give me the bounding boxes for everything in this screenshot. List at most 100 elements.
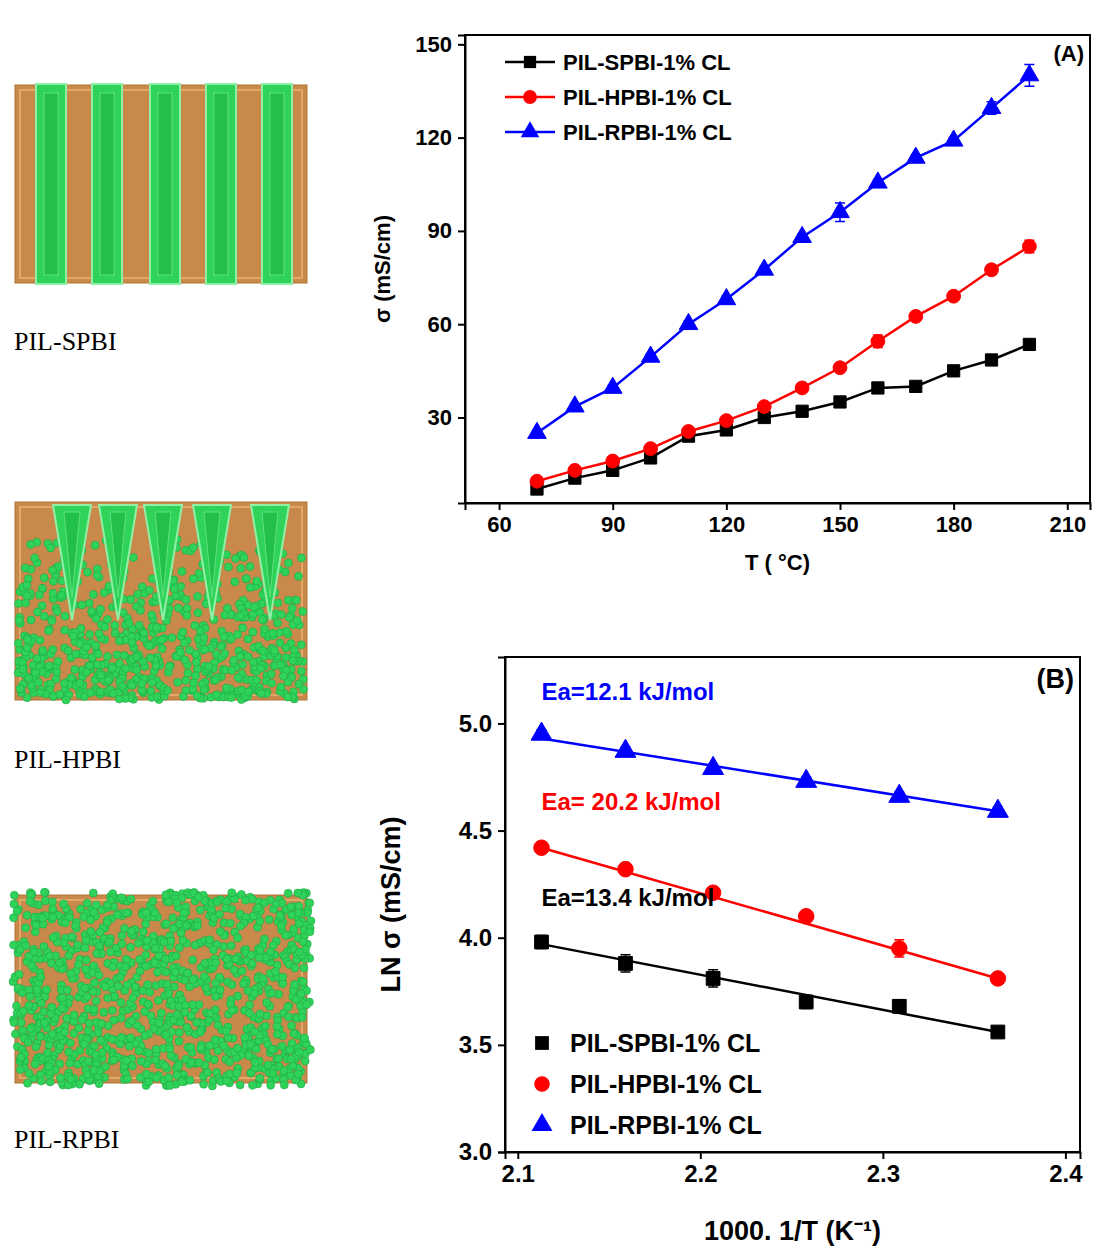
- marks: [528, 65, 1039, 496]
- particle: [193, 1019, 201, 1027]
- legend-label: PIL-RPBI-1% CL: [563, 120, 732, 145]
- particle: [182, 676, 190, 684]
- tick-mark: [458, 324, 465, 326]
- particle: [162, 920, 170, 928]
- particle: [67, 674, 75, 682]
- particle: [23, 911, 31, 919]
- series: [530, 240, 1036, 489]
- particle: [126, 943, 134, 951]
- particle: [93, 571, 101, 579]
- particle: [69, 934, 77, 942]
- membrane: [15, 895, 307, 1083]
- particle: [228, 889, 236, 897]
- particle: [92, 642, 100, 650]
- particle: [306, 1046, 314, 1054]
- particle: [124, 1075, 132, 1083]
- particle: [138, 680, 146, 688]
- particle: [57, 1074, 65, 1082]
- particle: [97, 1020, 105, 1028]
- particle: [231, 578, 239, 586]
- chart: 2.12.22.32.43.03.54.04.55.01000. 1/T (K⁻…: [376, 657, 1083, 1246]
- particle: [144, 1000, 152, 1008]
- particle: [76, 1080, 84, 1088]
- particle: [68, 933, 76, 941]
- marker: [871, 334, 885, 348]
- tick-mark: [1067, 503, 1069, 510]
- particle: [125, 619, 133, 627]
- particle: [27, 540, 35, 548]
- particle: [40, 1019, 48, 1027]
- particle: [228, 1006, 236, 1014]
- particle: [23, 581, 31, 589]
- particle: [41, 889, 49, 897]
- x-axis: 6090120150180210: [466, 503, 1091, 537]
- particle: [97, 1036, 105, 1044]
- particle: [60, 900, 68, 908]
- marker: [985, 354, 997, 366]
- particle: [242, 575, 250, 583]
- particle: [260, 625, 268, 633]
- tick-mark: [1065, 1152, 1067, 1159]
- particle: [166, 1081, 174, 1089]
- tick-mark: [458, 137, 465, 139]
- particle: [15, 970, 23, 978]
- schematic-label: PIL-RPBI: [14, 1125, 119, 1154]
- particle: [261, 1022, 269, 1030]
- tick: 120: [709, 503, 746, 537]
- particle: [122, 955, 130, 963]
- particle: [71, 666, 79, 674]
- particle: [179, 692, 187, 700]
- particle: [189, 544, 197, 552]
- particle: [256, 946, 264, 954]
- particle: [206, 1009, 214, 1017]
- particle: [56, 959, 64, 967]
- cone-core: [64, 512, 80, 597]
- particle: [249, 1081, 257, 1089]
- particle: [189, 575, 197, 583]
- particle: [87, 916, 95, 924]
- particle: [166, 663, 174, 671]
- particle: [109, 963, 117, 971]
- particle: [26, 897, 34, 905]
- particle: [153, 968, 161, 976]
- particle: [91, 979, 99, 987]
- particle: [146, 988, 154, 996]
- particle: [77, 905, 85, 913]
- membrane-frame: [20, 900, 302, 1078]
- particle: [271, 968, 279, 976]
- particle: [279, 672, 287, 680]
- particle: [288, 604, 296, 612]
- x-axis: 2.12.22.32.4: [502, 1152, 1084, 1187]
- particle: [117, 999, 125, 1007]
- marker: [910, 380, 922, 392]
- particle: [194, 609, 202, 617]
- particle: [246, 563, 254, 571]
- particle: [215, 910, 223, 918]
- particle: [117, 1014, 125, 1022]
- tick: 150: [822, 503, 859, 537]
- particle: [268, 1045, 276, 1053]
- marker: [834, 396, 846, 408]
- marker: [793, 226, 812, 242]
- particle: [161, 1062, 169, 1070]
- particle: [49, 577, 57, 585]
- channel-core: [158, 93, 172, 275]
- particle: [81, 984, 89, 992]
- particle: [94, 650, 102, 658]
- particle: [70, 1030, 78, 1038]
- particle: [284, 1003, 292, 1011]
- tick-mark: [726, 503, 728, 510]
- schematic: [9, 888, 315, 1090]
- particle: [93, 949, 101, 957]
- particle: [272, 900, 280, 908]
- particle: [200, 973, 208, 981]
- particle: [136, 606, 144, 614]
- particle: [139, 928, 147, 936]
- particle: [270, 647, 278, 655]
- particle: [31, 554, 39, 562]
- tick-label: 180: [936, 512, 973, 537]
- marker: [679, 313, 698, 329]
- tick: 150: [415, 32, 465, 57]
- particle: [183, 1024, 191, 1032]
- particle: [171, 968, 179, 976]
